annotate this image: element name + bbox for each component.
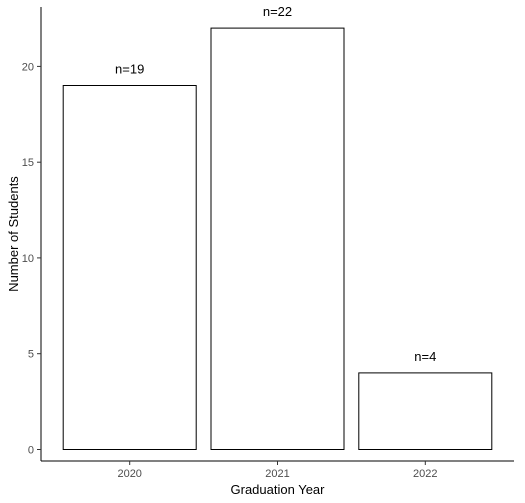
x-axis-title: Graduation Year	[231, 482, 326, 497]
y-tick-label-15: 15	[22, 157, 34, 169]
bar-2020	[62, 85, 197, 450]
data-label-2021: n=22	[263, 4, 292, 19]
bar-2022	[358, 372, 493, 450]
x-tick-label-2022: 2022	[413, 468, 437, 480]
bars-layer	[62, 27, 493, 450]
data-label-2022: n=4	[414, 349, 436, 364]
y-tick-label-5: 5	[28, 349, 34, 361]
data-label-2020: n=19	[115, 62, 144, 77]
x-tick-label-2020: 2020	[117, 468, 141, 480]
y-axis-title: Number of Students	[6, 176, 21, 292]
y-tick-label-0: 0	[28, 445, 34, 457]
data-labels-layer: n=19 n=22 n=4	[115, 4, 436, 364]
y-tick-label-20: 20	[22, 61, 34, 73]
x-axis-ticks: 2020 2021 2022	[117, 461, 438, 480]
y-tick-label-10: 10	[22, 253, 34, 265]
y-axis-ticks: 0 5 10 15 20	[22, 61, 41, 457]
bar-2021	[210, 27, 345, 450]
x-tick-label-2021: 2021	[265, 468, 289, 480]
